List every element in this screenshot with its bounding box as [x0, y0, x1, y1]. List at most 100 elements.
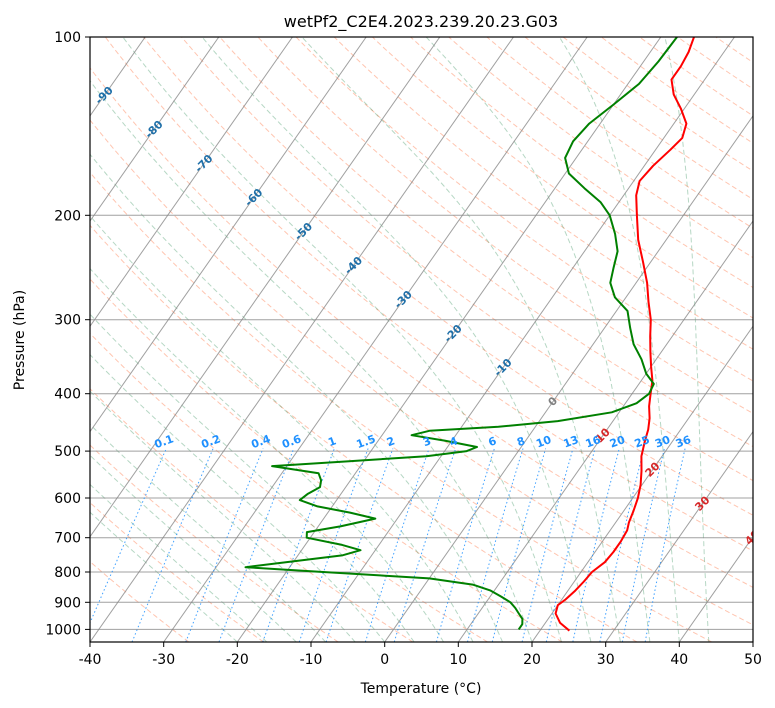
x-tick-label: -40 [79, 652, 102, 668]
x-tick-label: 10 [449, 652, 467, 668]
dry-adiabat-line [372, 37, 753, 319]
moist-adiabat-line [90, 215, 474, 642]
isotherm-line [90, 37, 220, 222]
moist-adiabat-line [90, 483, 268, 642]
x-axis: -40 -30 -20 -10 0 10 20 30 40 50 [79, 642, 762, 668]
mixing-ratio-line [185, 448, 264, 642]
dry-adiabat-line [295, 37, 753, 382]
dry-adiabat-line [754, 37, 775, 642]
dry-adiabat-line [90, 171, 712, 642]
mixing-ratio-line [644, 448, 686, 642]
x-tick-label: 40 [670, 652, 688, 668]
moist-adiabat-line [90, 423, 327, 642]
isotherm-line [236, 37, 662, 642]
x-tick-label: -20 [226, 652, 249, 668]
moist-adiabats [90, 37, 710, 642]
y-tick-label: 400 [54, 387, 81, 403]
mixing-ratio-line [521, 448, 574, 642]
mixing-ratio-label: 20 [608, 433, 627, 451]
plot-frame [89, 36, 754, 643]
mixing-ratio-label: 1 [326, 434, 338, 449]
dry-adiabat-line [90, 119, 753, 626]
isotherms [0, 37, 753, 642]
mixing-ratio-line [545, 448, 596, 642]
dry-adiabat-line [219, 37, 753, 448]
moist-adiabat-line [90, 353, 386, 642]
isotherm-line [457, 220, 753, 642]
isotherm-line [605, 430, 753, 642]
mixing-ratio-label: 13 [562, 433, 581, 450]
dry-adiabat-line [90, 67, 753, 588]
mixing-ratio-label: 16 [584, 433, 603, 451]
isotherm-label: 40 [742, 527, 762, 547]
dry-adiabat-line [333, 37, 753, 350]
dry-adiabat-line [143, 37, 753, 516]
dry-adiabat-line [90, 332, 488, 642]
x-tick-label: 30 [597, 652, 615, 668]
y-tick-label: 100 [54, 30, 81, 46]
moist-adiabat-line [90, 267, 445, 642]
mixing-ratio-line [131, 448, 214, 642]
isotherm-line [310, 37, 735, 642]
mixing-ratio-line [491, 448, 547, 642]
y-tick-label: 800 [54, 565, 81, 581]
mixing-ratio-line [262, 448, 335, 642]
mixing-ratio-line [364, 448, 430, 642]
mixing-ratio-line [435, 448, 495, 642]
mixing-ratio-label: 10 [534, 433, 553, 451]
x-tick-label: 50 [744, 652, 762, 668]
mixing-ratio-lines [90, 448, 686, 642]
isotherm-line [0, 37, 72, 642]
mixing-ratio-label: 36 [674, 433, 693, 451]
y-tick-label: 1000 [45, 622, 81, 638]
x-tick-label: 20 [523, 652, 541, 668]
mixing-ratio-label: 0.1 [153, 432, 176, 451]
moist-adiabat-line [425, 37, 651, 642]
sounding-profiles [244, 37, 695, 632]
x-tick-label: -30 [152, 652, 175, 668]
mixing-ratio-label: 0.6 [280, 432, 303, 451]
y-tick-label: 300 [54, 313, 81, 329]
plot-background [90, 37, 753, 642]
moist-adiabat-line [90, 79, 533, 642]
isotherm-line [752, 641, 753, 642]
mixing-ratio-line [599, 448, 645, 642]
x-tick-label: 0 [380, 652, 389, 668]
mixing-ratio-label: 1.5 [355, 432, 378, 451]
mixing-ratio-line [467, 448, 524, 642]
temperature-profile-line [554, 37, 695, 632]
pressure-gridlines [90, 37, 753, 630]
isotherm-line [90, 37, 514, 642]
y-tick-label: 600 [54, 491, 81, 507]
x-axis-label: Temperature (°C) [360, 681, 482, 697]
isotherm-line [90, 37, 441, 538]
dry-adiabat-line [90, 278, 563, 642]
mixing-ratio-label: 30 [653, 433, 672, 451]
isotherm-line [90, 37, 293, 328]
chart-title: wetPf2_C2E4.2023.239.20.23.G03 [284, 12, 558, 32]
isotherm-line [678, 535, 753, 642]
mixing-ratio-label: 0.2 [199, 432, 222, 451]
y-tick-label: 700 [54, 531, 81, 547]
mixing-ratio-labels: 0.1 0.2 0.4 0.6 1 1.5 2 3 4 6 8 10 13 16 20 25 30 36 [153, 432, 693, 451]
isotherm-line [531, 325, 753, 642]
moist-adiabat-line [558, 37, 680, 642]
x-tick-label: -10 [300, 652, 323, 668]
moist-adiabat-line [90, 390, 356, 642]
mixing-ratio-label: 2 [385, 434, 397, 449]
dry-adiabat-line [181, 37, 753, 482]
dry-adiabat-line [90, 560, 190, 642]
moist-adiabat-line [201, 37, 592, 642]
moist-adiabat-line [90, 153, 503, 642]
isotherm-line [90, 37, 367, 433]
y-axis: 100 200 300 400 500 600 700 800 900 1000 [45, 30, 90, 638]
isotherm-label: -100 [40, 47, 69, 76]
mixing-ratio-line [393, 448, 457, 642]
y-tick-label: 500 [54, 444, 81, 460]
mixing-ratio-line [298, 448, 369, 642]
y-tick-label: 200 [54, 208, 81, 224]
isotherm-line [384, 114, 753, 642]
dewpoint-profile-line [244, 37, 678, 630]
y-tick-label: 900 [54, 595, 81, 611]
